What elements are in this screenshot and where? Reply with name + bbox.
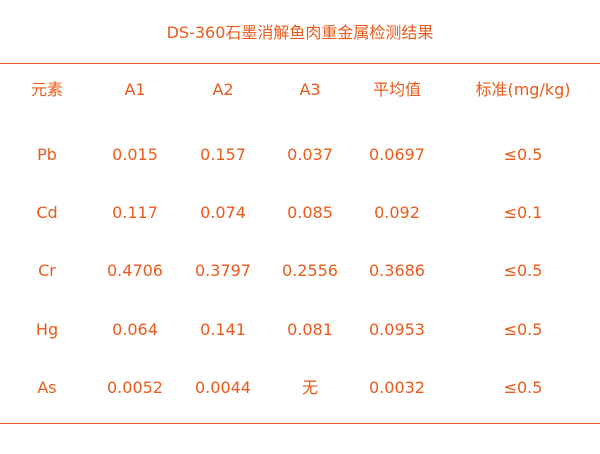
cell-average: 0.0953 — [369, 320, 425, 339]
header-standard: 标准(mg/kg) — [475, 80, 571, 99]
cell-a1: 0.0052 — [107, 378, 163, 397]
cell-a1: 0.015 — [112, 145, 158, 164]
cell-a2: 0.157 — [200, 145, 246, 164]
bottom-divider — [0, 423, 600, 424]
cell-element: Hg — [35, 320, 59, 339]
cell-average: 0.092 — [374, 203, 420, 222]
cell-a3: 0.2556 — [282, 261, 338, 280]
cell-standard: ≤0.5 — [503, 320, 543, 339]
page-title: DS-360石墨消解鱼肉重金属检测结果 — [166, 23, 434, 42]
cell-a1: 0.117 — [112, 203, 158, 222]
cell-average: 0.0032 — [369, 378, 425, 397]
cell-a3: 0.037 — [287, 145, 333, 164]
cell-standard: ≤0.5 — [503, 378, 543, 397]
cell-element: Cd — [36, 203, 58, 222]
cell-average: 0.0697 — [369, 145, 425, 164]
cell-a2: 0.3797 — [195, 261, 251, 280]
cell-average: 0.3686 — [369, 261, 425, 280]
header-a1: A1 — [124, 80, 146, 99]
cell-a3: 0.081 — [287, 320, 333, 339]
header-a2: A2 — [212, 80, 234, 99]
cell-a3: 无 — [301, 378, 318, 397]
cell-a1: 0.4706 — [107, 261, 163, 280]
cell-a2: 0.0044 — [195, 378, 251, 397]
cell-standard: ≤0.1 — [503, 203, 543, 222]
cell-a1: 0.064 — [112, 320, 158, 339]
cell-a3: 0.085 — [287, 203, 333, 222]
cell-element: Cr — [38, 261, 56, 280]
cell-element: Pb — [37, 145, 57, 164]
cell-standard: ≤0.5 — [503, 261, 543, 280]
header-a3: A3 — [299, 80, 321, 99]
cell-a2: 0.074 — [200, 203, 246, 222]
header-average: 平均值 — [372, 80, 421, 99]
header-element: 元素 — [30, 80, 63, 99]
cell-element: As — [37, 378, 57, 397]
top-divider — [0, 63, 600, 64]
cell-a2: 0.141 — [200, 320, 246, 339]
cell-standard: ≤0.5 — [503, 145, 543, 164]
